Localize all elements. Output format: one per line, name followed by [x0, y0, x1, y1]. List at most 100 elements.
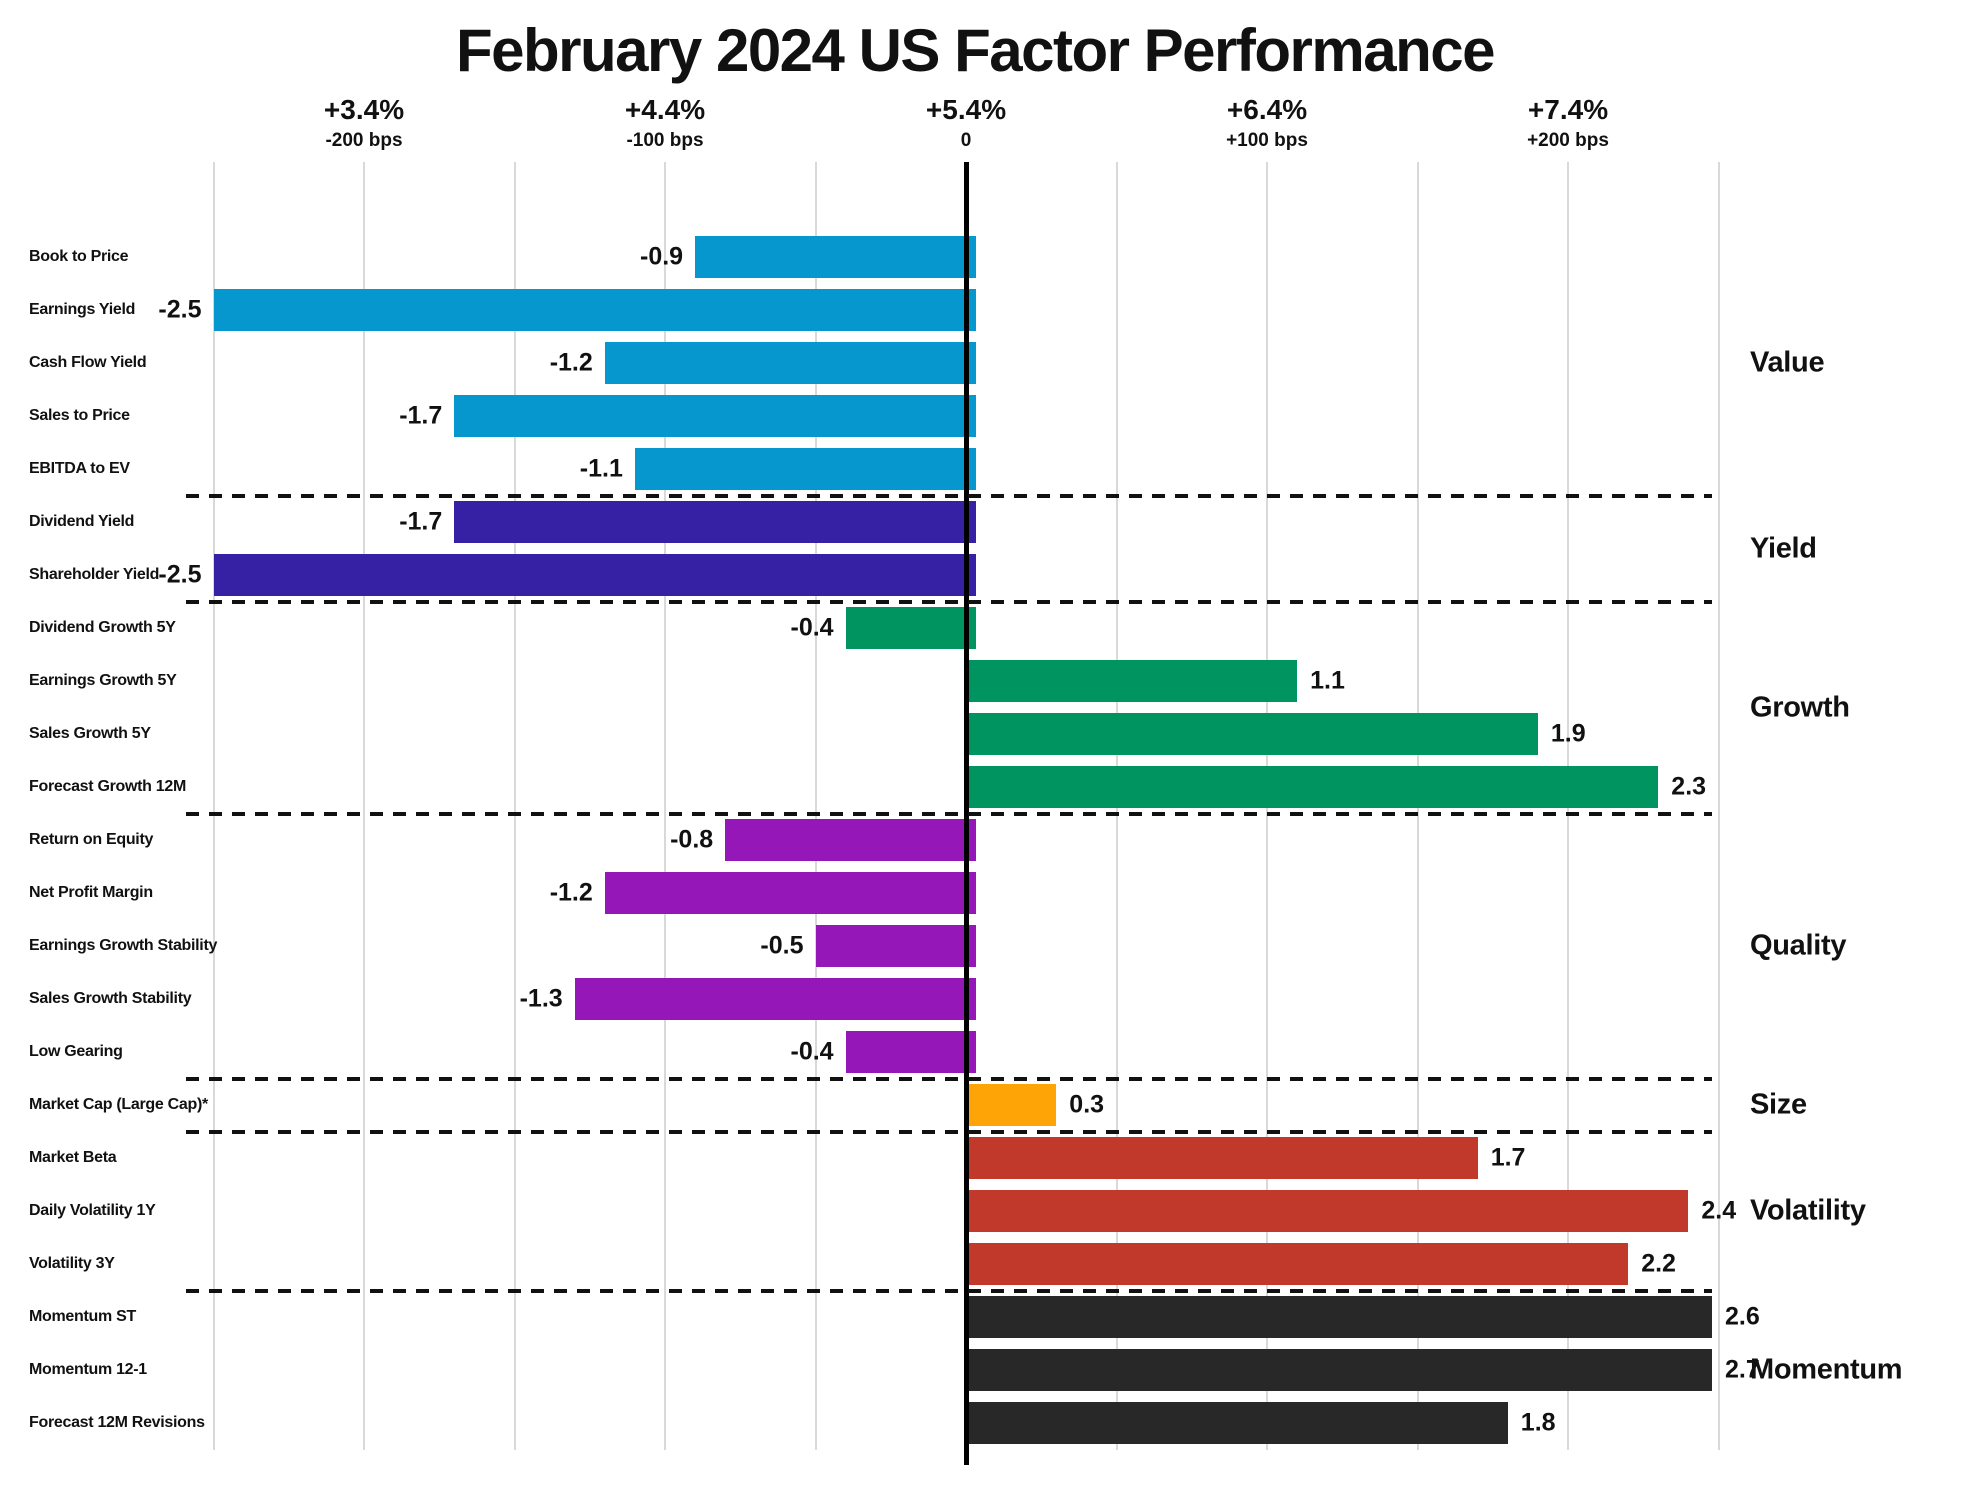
bar — [604, 872, 976, 914]
value-label: 1.9 — [1550, 719, 1586, 748]
bar — [966, 660, 1298, 702]
axis-tick-pct-200: +7.4% — [1527, 94, 1609, 125]
bar — [213, 554, 976, 596]
bar — [966, 1349, 1712, 1391]
axis-tick-pct--200: +3.4% — [323, 94, 405, 125]
bar — [966, 1190, 1689, 1232]
gridline--100bps — [664, 162, 666, 1450]
gridline--250bps — [212, 162, 215, 1450]
gridline--150bps — [513, 162, 516, 1450]
bar — [966, 766, 1659, 808]
axis-tick-bps--100: -100 bps — [626, 130, 704, 151]
factor-label: EBITDA to EV — [29, 460, 130, 477]
chart-title: February 2024 US Factor Performance — [456, 17, 1495, 84]
bar — [815, 925, 976, 967]
bar — [966, 1084, 1057, 1126]
category-label-volatility: Volatility — [1750, 1194, 1866, 1227]
bar — [725, 819, 976, 861]
category-label-momentum: Momentum — [1750, 1353, 1903, 1386]
factor-label: Net Profit Margin — [29, 884, 153, 901]
factor-label: Sales Growth Stability — [29, 990, 192, 1007]
factor-label: Earnings Growth 5Y — [29, 672, 177, 689]
value-label: 0.3 — [1069, 1090, 1105, 1119]
group-separator — [186, 599, 1712, 604]
value-label: -0.4 — [790, 1037, 834, 1066]
factor-label: Momentum ST — [29, 1308, 136, 1325]
factor-label: Sales to Price — [29, 407, 130, 424]
category-label-quality: Quality — [1750, 929, 1847, 962]
axis-tick-bps-0: 0 — [960, 130, 972, 151]
gridline--200bps — [363, 162, 365, 1450]
factor-label: Sales Growth 5Y — [29, 725, 151, 742]
value-label: -1.7 — [399, 401, 443, 430]
factor-label: Earnings Growth Stability — [29, 937, 218, 954]
group-separator — [186, 811, 1712, 816]
value-label: -2.5 — [158, 295, 202, 324]
value-label: -0.9 — [640, 242, 684, 271]
bar — [574, 978, 976, 1020]
factor-label: Dividend Growth 5Y — [29, 619, 176, 636]
value-label: -1.3 — [519, 984, 563, 1013]
category-label-growth: Growth — [1750, 691, 1850, 723]
factor-label: Dividend Yield — [29, 513, 135, 530]
factor-label: Market Beta — [29, 1149, 117, 1166]
bar — [845, 607, 976, 649]
group-separator — [186, 1288, 1712, 1293]
category-label-yield: Yield — [1750, 532, 1817, 564]
value-label: 1.8 — [1520, 1408, 1556, 1437]
axis-tick-pct-100: +6.4% — [1226, 94, 1308, 125]
bar — [966, 1296, 1712, 1338]
axis-tick-bps-100: +100 bps — [1226, 130, 1308, 151]
value-label: 2.2 — [1641, 1249, 1676, 1278]
value-label: -1.1 — [579, 454, 623, 483]
value-label: 2.3 — [1671, 772, 1707, 801]
factor-label: Book to Price — [29, 248, 129, 265]
value-label: -0.8 — [670, 825, 714, 854]
factor-label: Momentum 12-1 — [29, 1361, 147, 1378]
bar — [634, 448, 976, 490]
category-label-value: Value — [1750, 346, 1825, 379]
value-label: -1.7 — [399, 507, 443, 536]
gridline-250bps — [1717, 162, 1720, 1450]
axis-tick-pct-0: +5.4% — [925, 94, 1007, 125]
bar — [454, 395, 976, 437]
value-label: 2.4 — [1701, 1196, 1737, 1225]
bar — [604, 342, 976, 384]
factor-label: Daily Volatility 1Y — [29, 1202, 156, 1219]
factor-label: Earnings Yield — [29, 301, 136, 318]
bar — [695, 236, 976, 278]
axis-tick-bps-200: +200 bps — [1527, 130, 1609, 151]
factor-label: Forecast 12M Revisions — [29, 1414, 205, 1431]
axis-tick-pct--100: +4.4% — [624, 94, 706, 125]
value-label: 2.6 — [1725, 1302, 1760, 1331]
factor-label: Market Cap (Large Cap)* — [29, 1096, 208, 1113]
factor-label: Forecast Growth 12M — [29, 778, 187, 795]
factor-label: Low Gearing — [29, 1043, 123, 1060]
axis-tick-bps--200: -200 bps — [325, 130, 403, 151]
group-separator — [186, 1076, 1712, 1081]
value-label: 2.7 — [1725, 1355, 1760, 1384]
factor-label: Cash Flow Yield — [29, 354, 147, 371]
gridline--50bps — [814, 162, 817, 1450]
bar — [966, 1243, 1629, 1285]
group-separator — [186, 493, 1712, 498]
value-label: -0.5 — [760, 931, 804, 960]
value-label: 1.1 — [1310, 666, 1345, 695]
bar — [966, 713, 1538, 755]
category-label-size: Size — [1750, 1088, 1807, 1121]
group-separator — [186, 1129, 1712, 1134]
value-label: -2.5 — [158, 560, 202, 589]
factor-label: Shareholder Yield — [29, 566, 160, 583]
bar — [966, 1137, 1478, 1179]
value-label: -0.4 — [790, 613, 834, 642]
bar — [454, 501, 976, 543]
bar — [966, 1402, 1508, 1444]
bar — [213, 289, 976, 331]
value-label: -1.2 — [549, 878, 593, 907]
bar — [845, 1031, 976, 1073]
factor-label: Volatility 3Y — [29, 1255, 115, 1272]
factor-label: Return on Equity — [29, 831, 154, 848]
value-label: -1.2 — [549, 348, 593, 377]
value-label: 1.7 — [1490, 1143, 1526, 1172]
